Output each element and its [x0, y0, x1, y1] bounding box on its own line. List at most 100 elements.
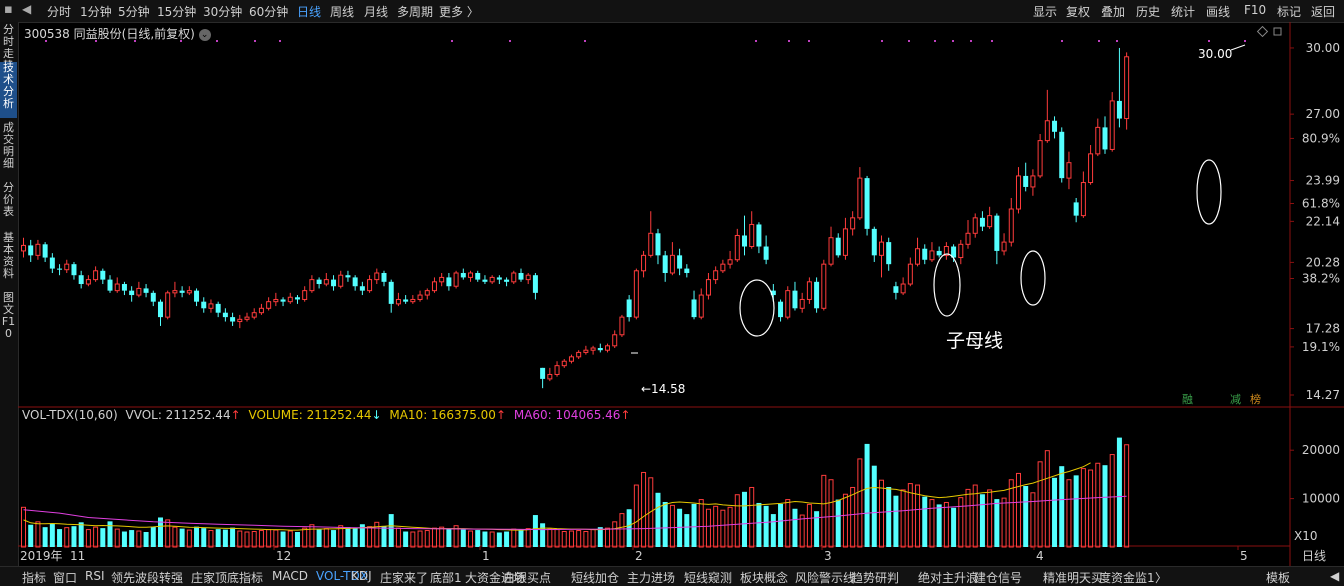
- candle-body[interactable]: [381, 272, 387, 282]
- candle-body[interactable]: [742, 235, 747, 247]
- bottom-tab-22[interactable]: 〉: [1155, 571, 1168, 585]
- candle-body[interactable]: [410, 298, 416, 303]
- candle-body[interactable]: [78, 275, 84, 285]
- candle-body[interactable]: [987, 215, 993, 228]
- candle-body[interactable]: [936, 250, 942, 256]
- candle-body[interactable]: [864, 178, 870, 229]
- side-tab-2[interactable]: 成交明细: [3, 121, 14, 170]
- candle-body[interactable]: [496, 277, 502, 280]
- bottom-tab-18[interactable]: 绝对主升浪: [918, 571, 979, 585]
- candle-body[interactable]: [374, 272, 380, 281]
- candle-body[interactable]: [669, 254, 675, 274]
- candle-body[interactable]: [770, 290, 776, 296]
- bottom-tab-5[interactable]: MACD: [272, 569, 308, 583]
- candle-body[interactable]: [179, 290, 185, 293]
- candle-body[interactable]: [915, 248, 921, 265]
- candle-body[interactable]: [878, 241, 884, 256]
- candle-body[interactable]: [1080, 182, 1086, 217]
- candle-body[interactable]: [1095, 126, 1101, 155]
- tool-5[interactable]: 画线: [1206, 5, 1231, 19]
- bottom-tab-0[interactable]: 指标: [22, 571, 47, 585]
- candle-body[interactable]: [951, 246, 957, 258]
- bottom-tab-19[interactable]: 建仓信号: [974, 571, 1023, 585]
- candle-body[interactable]: [316, 279, 322, 285]
- bottom-tab-4[interactable]: 庄家顶底指标: [191, 571, 264, 585]
- candle-body[interactable]: [244, 316, 250, 320]
- candle-body[interactable]: [1008, 208, 1014, 243]
- candle-body[interactable]: [684, 268, 690, 273]
- candle-body[interactable]: [1109, 100, 1115, 150]
- candle-body[interactable]: [302, 290, 308, 300]
- tool-4[interactable]: 统计: [1171, 5, 1196, 19]
- candle-body[interactable]: [121, 284, 127, 291]
- candle-body[interactable]: [222, 312, 228, 318]
- side-tab-5[interactable]: 图文F10: [1, 291, 16, 340]
- candle-body[interactable]: [929, 250, 935, 261]
- candle-body[interactable]: [475, 272, 481, 280]
- candle-body[interactable]: [460, 272, 466, 278]
- candle-body[interactable]: [511, 272, 517, 283]
- bottom-tab-21[interactable]: 度资金监1: [1099, 571, 1155, 585]
- candle-body[interactable]: [359, 286, 365, 291]
- candle-body[interactable]: [677, 255, 683, 269]
- candle-body[interactable]: [136, 287, 142, 296]
- candle-body[interactable]: [446, 277, 452, 287]
- candle-body[interactable]: [662, 255, 668, 273]
- candle-body[interactable]: [540, 367, 546, 379]
- candle-body[interactable]: [42, 244, 48, 258]
- tool-2[interactable]: 叠加: [1101, 5, 1126, 19]
- bottom-tab-12[interactable]: 短线加仓: [571, 571, 620, 585]
- candle-body[interactable]: [21, 244, 26, 252]
- candle-body[interactable]: [28, 245, 34, 256]
- candle-body[interactable]: [727, 259, 733, 265]
- side-tab-0[interactable]: 分时走势: [3, 23, 14, 72]
- period-tab-5[interactable]: 60分钟: [249, 5, 289, 19]
- candle-body[interactable]: [568, 356, 574, 362]
- candle-body[interactable]: [835, 237, 841, 256]
- candle-body[interactable]: [186, 290, 192, 294]
- candle-body[interactable]: [583, 349, 589, 353]
- candle-body[interactable]: [100, 270, 106, 280]
- candle-body[interactable]: [1116, 100, 1122, 119]
- candle-body[interactable]: [1044, 120, 1050, 142]
- candle-body[interactable]: [850, 217, 856, 230]
- candle-body[interactable]: [619, 316, 625, 336]
- candle-body[interactable]: [489, 276, 495, 283]
- candle-body[interactable]: [749, 223, 755, 248]
- bottom-tab-16[interactable]: 风险警示线: [795, 571, 856, 585]
- candle-body[interactable]: [525, 274, 531, 281]
- bottom-tab-2[interactable]: RSI: [85, 569, 105, 583]
- candle-body[interactable]: [871, 228, 877, 256]
- candle-body[interactable]: [705, 279, 711, 296]
- candle-body[interactable]: [518, 272, 524, 280]
- candle-body[interactable]: [814, 281, 820, 309]
- candle-body[interactable]: [194, 290, 200, 302]
- candle-body[interactable]: [395, 298, 401, 305]
- candle-body[interactable]: [1088, 153, 1094, 184]
- bottom-tab-20[interactable]: 精准明天买: [1043, 571, 1104, 585]
- candle-body[interactable]: [251, 312, 257, 318]
- candle-body[interactable]: [294, 297, 300, 300]
- candle-body[interactable]: [972, 217, 978, 234]
- candle-body[interactable]: [1001, 241, 1007, 252]
- bottom-tab-15[interactable]: 板块概念: [740, 571, 789, 585]
- candle-body[interactable]: [273, 298, 279, 303]
- candle-body[interactable]: [965, 232, 971, 245]
- candle-body[interactable]: [958, 243, 964, 259]
- candle-body[interactable]: [1023, 175, 1029, 187]
- tool-7[interactable]: 标记: [1277, 5, 1302, 19]
- diamond-icon[interactable]: [1256, 25, 1269, 38]
- candle-body[interactable]: [612, 334, 618, 347]
- candle-body[interactable]: [828, 237, 834, 265]
- candle-body[interactable]: [165, 292, 171, 318]
- period-tab-9[interactable]: 多周期: [397, 5, 434, 19]
- candle-body[interactable]: [633, 270, 639, 318]
- candle-body[interactable]: [605, 345, 611, 351]
- candle-body[interactable]: [597, 348, 603, 351]
- candle-body[interactable]: [71, 264, 77, 276]
- candle-body[interactable]: [345, 275, 351, 278]
- bottom-tab-8[interactable]: 庄家来了: [380, 571, 429, 585]
- candle-body[interactable]: [994, 215, 1000, 251]
- candle-body[interactable]: [309, 279, 315, 292]
- period-tab-7[interactable]: 周线: [330, 5, 355, 19]
